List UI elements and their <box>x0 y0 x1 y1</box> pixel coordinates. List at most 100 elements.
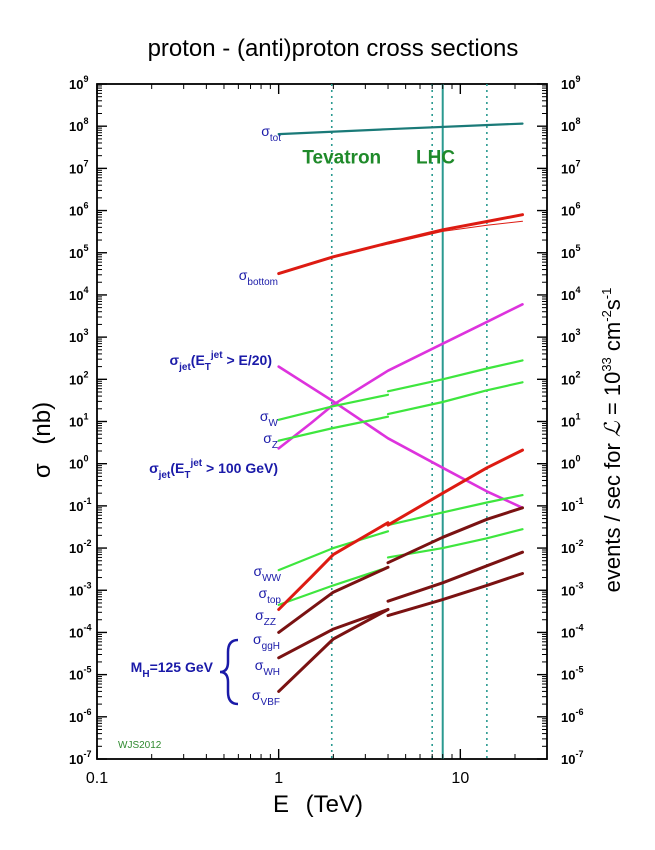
label-sub: jet <box>158 470 171 481</box>
y-tick-label-right-base: 10 <box>561 246 575 261</box>
label-main: σ <box>255 657 264 673</box>
y-tick-label-left: 102 <box>69 369 88 387</box>
series-line-top <box>277 521 390 611</box>
label-sup: jet <box>210 350 223 361</box>
series-label-ggH: σggH <box>253 631 280 652</box>
y-tick-label-right: 108 <box>561 116 580 134</box>
y-tick-label-left-base: 10 <box>69 204 83 219</box>
y-axis-right-part1: events / sec for <box>600 437 625 592</box>
y-tick-label-left: 100 <box>69 454 88 472</box>
series-label-bottom: σbottom <box>239 267 278 288</box>
y-tick-label-right-exp: 6 <box>575 201 580 211</box>
series-line-WH <box>386 550 524 603</box>
y-tick-label-right-base: 10 <box>561 583 575 598</box>
y-tick-label-right: 109 <box>561 74 580 92</box>
y-tick-label-left: 10-6 <box>69 707 91 725</box>
y-tick-label-left-exp: 4 <box>83 285 88 295</box>
y-tick-label-left-base: 10 <box>69 625 83 640</box>
y-tick-label-right-base: 10 <box>561 77 575 92</box>
x-axis-title: E (TeV) <box>273 791 363 818</box>
label-rest: > 100 GeV) <box>202 460 278 476</box>
series-line-W <box>277 393 390 421</box>
series-label-top: σtop <box>258 585 281 606</box>
y-tick-label-left-exp: -1 <box>83 496 91 506</box>
series-line-bottom <box>277 213 524 276</box>
y-tick-label-left: 10-5 <box>69 665 91 683</box>
y-tick-label-right-exp: 1 <box>575 412 580 422</box>
y-tick-label-right-exp: 2 <box>575 369 580 379</box>
label-main: σ <box>149 460 159 476</box>
series-line-VBF <box>386 572 524 618</box>
y-tick-label-left-base: 10 <box>69 415 83 430</box>
series-line-VBF <box>277 608 390 693</box>
series-line-ggH <box>277 565 390 634</box>
credit-label: WJS2012 <box>118 740 162 751</box>
y-tick-label-right-exp: 0 <box>575 454 580 464</box>
y-tick-label-right: 105 <box>561 243 580 261</box>
y-axis-right-part3: cm <box>600 322 625 357</box>
y-tick-label-left-exp: 8 <box>83 116 88 126</box>
y-tick-label-left-base: 10 <box>69 372 83 387</box>
y-tick-label-right: 106 <box>561 201 580 219</box>
label-mid: (E <box>170 460 184 476</box>
y-tick-label-left-base: 10 <box>69 710 83 725</box>
label-sub: top <box>267 595 281 606</box>
y-axis-left-unit: (nb) <box>29 402 56 445</box>
series-label-WW: σWW <box>253 563 281 584</box>
y-tick-label-left-exp: -3 <box>83 580 91 590</box>
label-rest: =125 GeV <box>150 659 214 675</box>
y-tick-label-left: 101 <box>69 412 88 430</box>
label-sub2: T <box>184 470 190 481</box>
y-tick-label-right-exp: -5 <box>575 665 583 675</box>
y-tick-label-right: 102 <box>561 369 580 387</box>
label-main: σ <box>260 408 269 424</box>
y-tick-label-left-exp: -4 <box>83 622 91 632</box>
label-sub: VBF <box>261 697 280 708</box>
y-tick-label-right-exp: 9 <box>575 74 580 84</box>
y-tick-label-right-base: 10 <box>561 499 575 514</box>
label-sub: ggH <box>262 641 280 652</box>
y-tick-label-left-exp: -7 <box>83 749 91 759</box>
y-tick-label-right-base: 10 <box>561 204 575 219</box>
y-tick-label-left: 109 <box>69 74 88 92</box>
label-sup: jet <box>189 458 202 469</box>
y-tick-label-left-exp: 3 <box>83 327 88 337</box>
y-tick-label-left-base: 10 <box>69 288 83 303</box>
label-main: σ <box>170 352 180 368</box>
y-tick-label-right-base: 10 <box>561 161 575 176</box>
y-tick-label-left: 10-3 <box>69 580 91 598</box>
y-axis-right-exp3: -1 <box>599 288 614 300</box>
y-tick-label-right-exp: -2 <box>575 538 583 548</box>
y-tick-label-right-exp: -6 <box>575 707 583 717</box>
y-tick-label-left-base: 10 <box>69 668 83 683</box>
label-sub: tot <box>270 133 281 144</box>
y-axis-right-luminosity: ℒ <box>601 420 626 437</box>
series-line-tot <box>277 122 524 136</box>
series-label-ZZ: σZZ <box>255 607 276 628</box>
label-rest: > E/20) <box>223 352 272 368</box>
y-tick-label-right: 100 <box>561 454 580 472</box>
series-label-jet_e20: σjet(ETjet > E/20) <box>170 350 272 373</box>
series-label-jet_100: σjet(ETjet > 100 GeV) <box>149 458 278 481</box>
y-axis-left-symbol: σ <box>29 463 56 478</box>
label-main: σ <box>253 563 262 579</box>
y-tick-label-left: 104 <box>69 285 88 303</box>
y-axis-right-part4: s <box>600 299 625 310</box>
y-tick-label-left-exp: 0 <box>83 454 88 464</box>
series-line-WW <box>277 530 390 572</box>
series-line-jet_e20 <box>277 302 524 450</box>
y-tick-label-right: 10-7 <box>561 749 583 767</box>
x-tick-label: 0.1 <box>86 770 108 787</box>
label-sub: ZZ <box>264 617 276 628</box>
x-axis-unit: (TeV) <box>306 791 363 818</box>
series-line-WW <box>386 494 524 527</box>
y-tick-label-right: 10-1 <box>561 496 583 514</box>
series-line-jet_100 <box>277 365 524 510</box>
y-tick-label-left: 106 <box>69 201 88 219</box>
y-tick-label-right: 103 <box>561 327 580 345</box>
y-tick-label-left-exp: -5 <box>83 665 91 675</box>
series-line-top <box>386 448 524 527</box>
y-tick-label-left: 10-7 <box>69 749 91 767</box>
y-axis-right-exp2: -2 <box>599 310 614 322</box>
y-tick-label-right-exp: 3 <box>575 327 580 337</box>
